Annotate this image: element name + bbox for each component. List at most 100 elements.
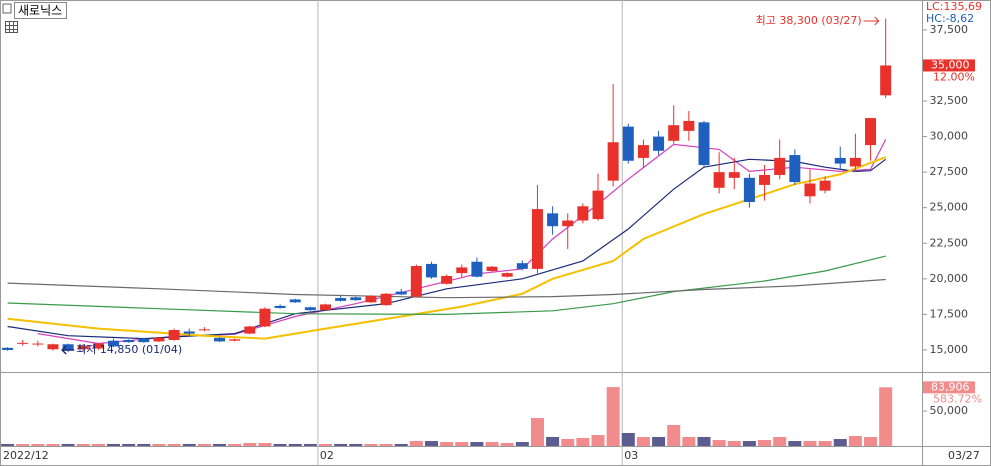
volume-bar xyxy=(409,441,423,446)
x-tick-label: 2022/12 xyxy=(3,449,49,462)
candle-body xyxy=(168,330,180,340)
volume-bar xyxy=(561,439,575,446)
ma-line xyxy=(7,278,886,299)
candle-body xyxy=(471,261,483,277)
candle-body xyxy=(214,337,226,342)
candle-body xyxy=(577,206,589,221)
volume-bar xyxy=(879,387,893,446)
candle-body xyxy=(320,304,332,311)
candle-body xyxy=(637,145,649,158)
candle-body xyxy=(17,342,29,344)
vol-tick-label: 50,000 xyxy=(930,404,969,417)
low-arrow xyxy=(61,345,75,355)
volume-bar xyxy=(667,425,681,446)
volume-bar xyxy=(61,443,75,446)
price-label: 35,000 xyxy=(931,58,970,71)
volume-bar xyxy=(864,436,878,446)
x-last-date: 03/27 xyxy=(948,449,980,462)
candle-body xyxy=(138,338,150,343)
ma-line xyxy=(7,156,887,340)
candle-body xyxy=(683,120,695,131)
y-tick-label: 25,000 xyxy=(930,201,969,214)
y-tick-label: 15,000 xyxy=(930,343,969,356)
volume-bar xyxy=(848,436,862,446)
ma-line xyxy=(7,158,887,340)
candle-body xyxy=(304,307,316,311)
volume-bar xyxy=(243,442,257,446)
volume-bar xyxy=(137,443,151,446)
y-tick-label: 27,500 xyxy=(930,165,969,178)
high-arrow xyxy=(863,16,880,26)
candle-body xyxy=(622,126,634,161)
volume-bar xyxy=(652,436,666,446)
volume-bar xyxy=(773,436,787,446)
menu-icon[interactable] xyxy=(2,3,12,14)
y-tick-label: 37,500 xyxy=(930,23,969,36)
volume-bar xyxy=(76,443,90,446)
volume-bar xyxy=(349,443,363,446)
volume-label: 83,906 xyxy=(931,380,970,393)
price-change: 12.00% xyxy=(933,70,975,83)
volume-bar xyxy=(803,441,817,446)
candle-body xyxy=(153,337,165,342)
volume-bar xyxy=(1,443,15,446)
candle-body xyxy=(607,142,619,181)
candle-body xyxy=(713,172,725,188)
candle-body xyxy=(47,344,59,350)
candle-body xyxy=(32,343,44,345)
candle-body xyxy=(456,267,468,274)
volume-bar xyxy=(122,443,136,446)
volume-bar xyxy=(197,443,211,446)
volume-bar xyxy=(213,443,227,446)
volume-bar xyxy=(758,439,772,446)
candle-body xyxy=(728,172,740,178)
volume-bar xyxy=(440,442,454,446)
volume-bar xyxy=(576,438,590,446)
title-box[interactable] xyxy=(14,2,67,19)
candle-body xyxy=(425,263,437,278)
candle-body xyxy=(849,157,861,167)
y-tick-label: 17,500 xyxy=(930,307,969,320)
volume-bar xyxy=(167,443,181,446)
candle-body xyxy=(123,339,135,343)
candle-body xyxy=(865,118,877,146)
volume-bar xyxy=(152,443,166,446)
y-tick-label: 22,500 xyxy=(930,236,969,249)
lc-label: LC:135,69 xyxy=(926,0,982,13)
candle-body xyxy=(380,293,392,306)
volume-bar xyxy=(515,442,529,446)
volume-bar xyxy=(424,441,438,446)
candle-body xyxy=(698,122,710,166)
candle-body xyxy=(335,298,347,301)
volume-bar xyxy=(606,387,620,446)
volume-bar xyxy=(303,443,317,446)
volume-bar xyxy=(46,443,60,446)
chart-title: 새로닉스 xyxy=(18,4,62,18)
candle-body xyxy=(804,183,816,197)
candle-body xyxy=(229,339,241,341)
volume-bar xyxy=(485,442,499,446)
candle-body xyxy=(819,180,831,191)
volume-bar xyxy=(788,441,802,446)
candle-body xyxy=(62,344,74,350)
volume-bar xyxy=(273,443,287,446)
volume-bar xyxy=(258,442,272,446)
grid-icon[interactable] xyxy=(5,21,18,33)
volume-bar xyxy=(91,443,105,446)
candle-body xyxy=(531,209,543,269)
candle-body xyxy=(759,174,771,185)
volume-bar xyxy=(530,418,544,446)
candle-body xyxy=(244,326,256,334)
candle-body xyxy=(834,157,846,164)
candle-body xyxy=(92,343,104,349)
grid-icon-lines xyxy=(5,21,18,33)
candle-body xyxy=(350,297,362,301)
y-tick-label: 30,000 xyxy=(930,130,969,143)
candle-body xyxy=(743,177,755,203)
volume-bar xyxy=(833,439,847,446)
candle-body xyxy=(501,273,513,277)
candle-body xyxy=(2,347,14,350)
x-tick-label: 03 xyxy=(624,449,638,462)
